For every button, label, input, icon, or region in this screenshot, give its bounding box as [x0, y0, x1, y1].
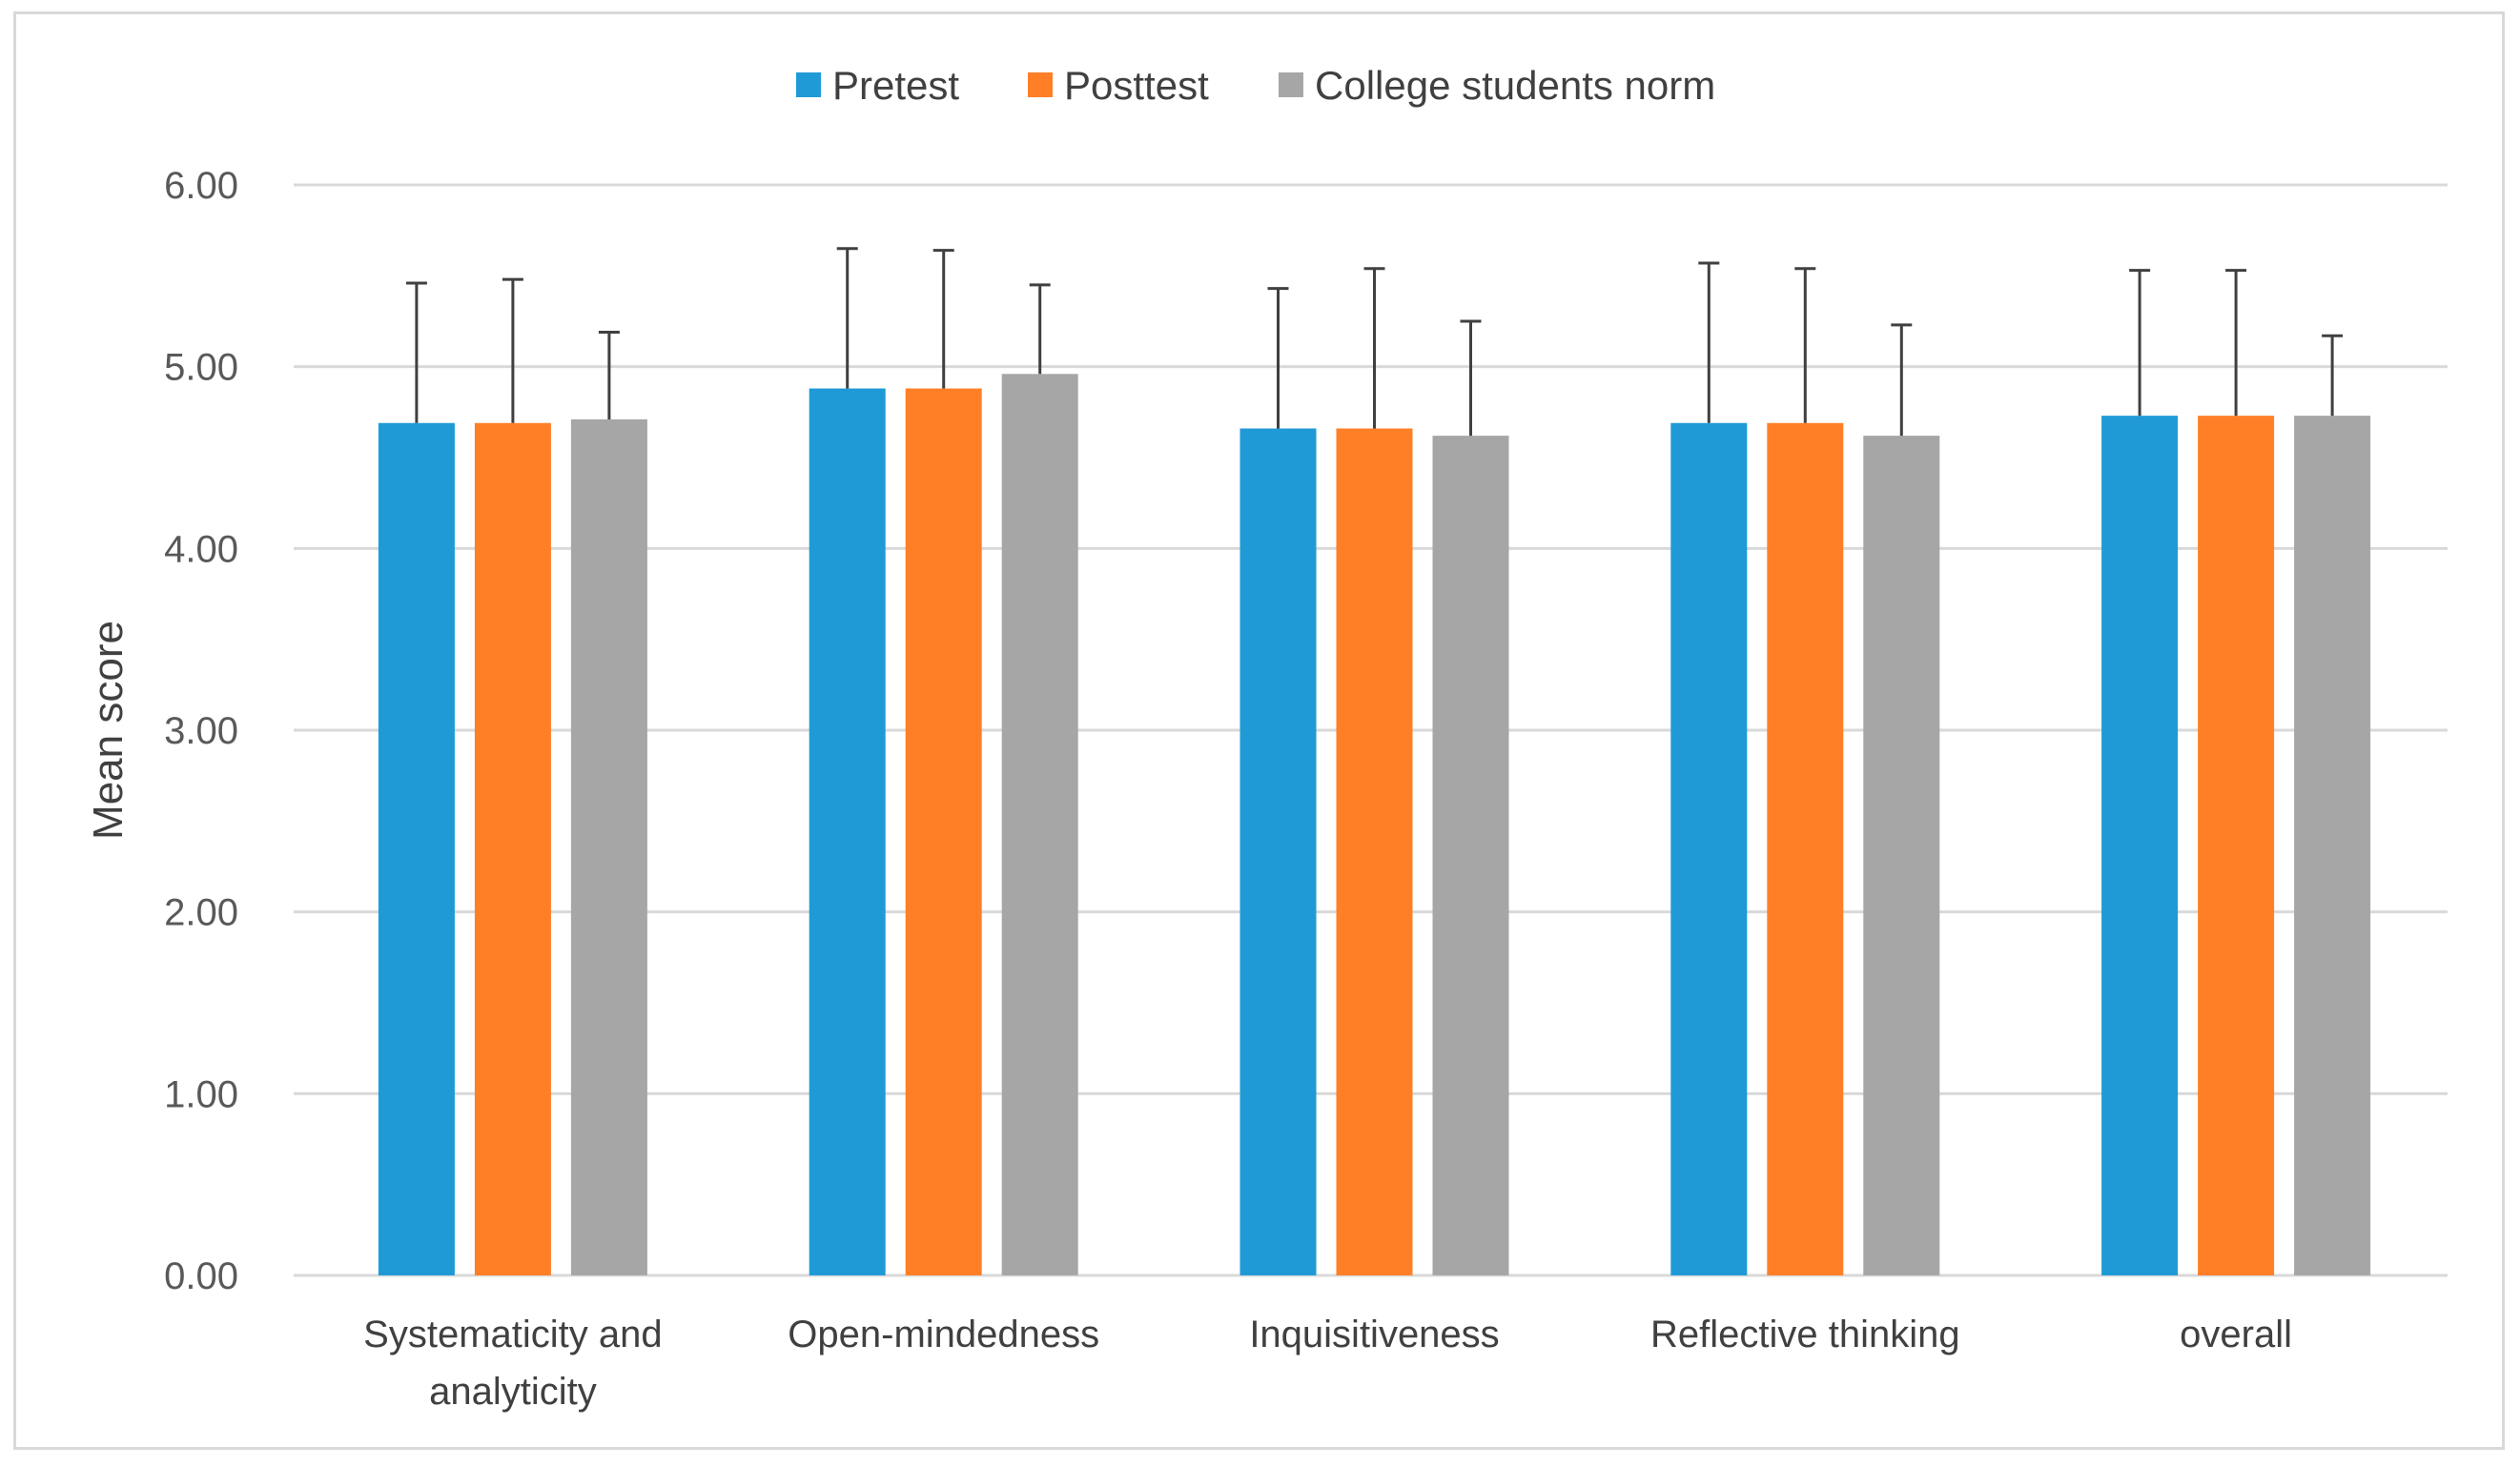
bar — [570, 418, 647, 1276]
y-axis-title: Mean score — [85, 621, 132, 840]
bar — [1336, 428, 1413, 1275]
y-tick-label: 4.00 — [164, 528, 238, 570]
legend-label: Posttest — [1064, 63, 1209, 108]
x-tick-label: Reflective thinking — [1650, 1314, 1960, 1355]
y-tick-label: 3.00 — [164, 710, 238, 752]
legend-swatch — [1028, 72, 1053, 97]
x-tick-label: overall — [2180, 1314, 2292, 1355]
bar — [378, 422, 455, 1276]
y-tick-label: 1.00 — [164, 1073, 238, 1115]
bar — [1670, 422, 1748, 1276]
y-tick-label: 6.00 — [164, 165, 238, 207]
legend-label: College students norm — [1315, 63, 1715, 108]
bar — [1432, 436, 1509, 1275]
bar — [905, 388, 982, 1276]
bar — [474, 422, 551, 1276]
bar — [1767, 422, 1844, 1276]
x-tick-label: analyticity — [429, 1371, 597, 1413]
bar — [809, 388, 886, 1276]
bar — [1001, 374, 1078, 1275]
x-tick-label: Systematicity and — [363, 1314, 662, 1355]
x-tick-label: Open-mindedness — [788, 1314, 1099, 1355]
x-tick-label: Inquisitiveness — [1249, 1314, 1499, 1355]
y-tick-label: 0.00 — [164, 1255, 238, 1297]
bar — [2198, 416, 2275, 1275]
bar — [2294, 416, 2371, 1275]
legend-label: Pretest — [832, 63, 959, 108]
bar — [1863, 436, 1940, 1275]
legend-swatch — [796, 72, 821, 97]
y-tick-label: 2.00 — [164, 892, 238, 934]
y-tick-label: 5.00 — [164, 347, 238, 389]
bar — [2101, 416, 2179, 1275]
legend-swatch — [1279, 72, 1303, 97]
bar — [1240, 428, 1317, 1275]
